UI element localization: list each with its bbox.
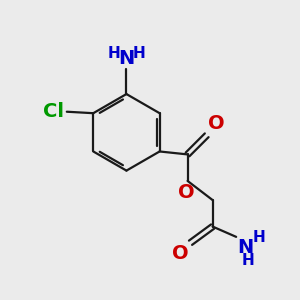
Text: H: H [108,46,121,61]
Text: O: O [172,244,188,263]
Text: H: H [242,253,255,268]
Text: H: H [252,230,265,245]
Text: Cl: Cl [44,102,64,121]
Text: N: N [118,49,135,68]
Text: H: H [132,46,145,61]
Text: N: N [238,238,254,257]
Text: O: O [208,114,225,133]
Text: O: O [178,183,194,202]
